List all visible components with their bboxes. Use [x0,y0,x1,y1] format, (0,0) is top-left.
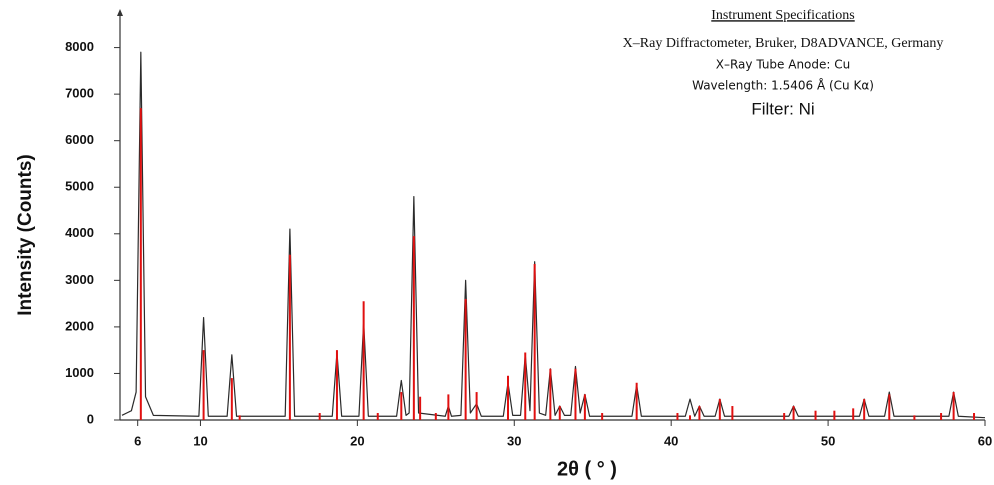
x-tick-label: 6 [134,433,141,448]
spec-line: X–Ray Tube Anode: Cu [716,58,851,72]
x-tick-label: 30 [507,433,521,448]
pattern-line [121,51,986,419]
spec-heading: Instrument Specifications [711,8,854,23]
y-tick-label: 3000 [65,272,94,287]
x-tick-label: 20 [350,433,364,448]
y-tick-label: 5000 [65,179,94,194]
x-tick-label: 10 [193,433,207,448]
y-tick-label: 1000 [65,365,94,380]
y-tick-label: 7000 [65,86,94,101]
x-axis-label: 2θ ( ° ) [557,458,617,480]
y-tick-label: 6000 [65,132,94,147]
y-tick-label: 0 [87,411,94,426]
x-tick-label: 40 [664,433,678,448]
spec-line: Wavelength: 1.5406 Å (Cu Kα) [692,78,874,93]
y-axis-arrow [117,9,123,16]
y-axis-label: Intensity (Counts) [15,154,36,316]
spec-line: X–Ray Diffractometer, Bruker, D8ADVANCE,… [623,36,944,51]
x-tick-label: 60 [978,433,992,448]
y-tick-label: 8000 [65,39,94,54]
x-tick-label: 50 [821,433,835,448]
spec-line: Filter: Ni [751,99,814,118]
y-tick-label: 2000 [65,318,94,333]
y-tick-label: 4000 [65,225,94,240]
